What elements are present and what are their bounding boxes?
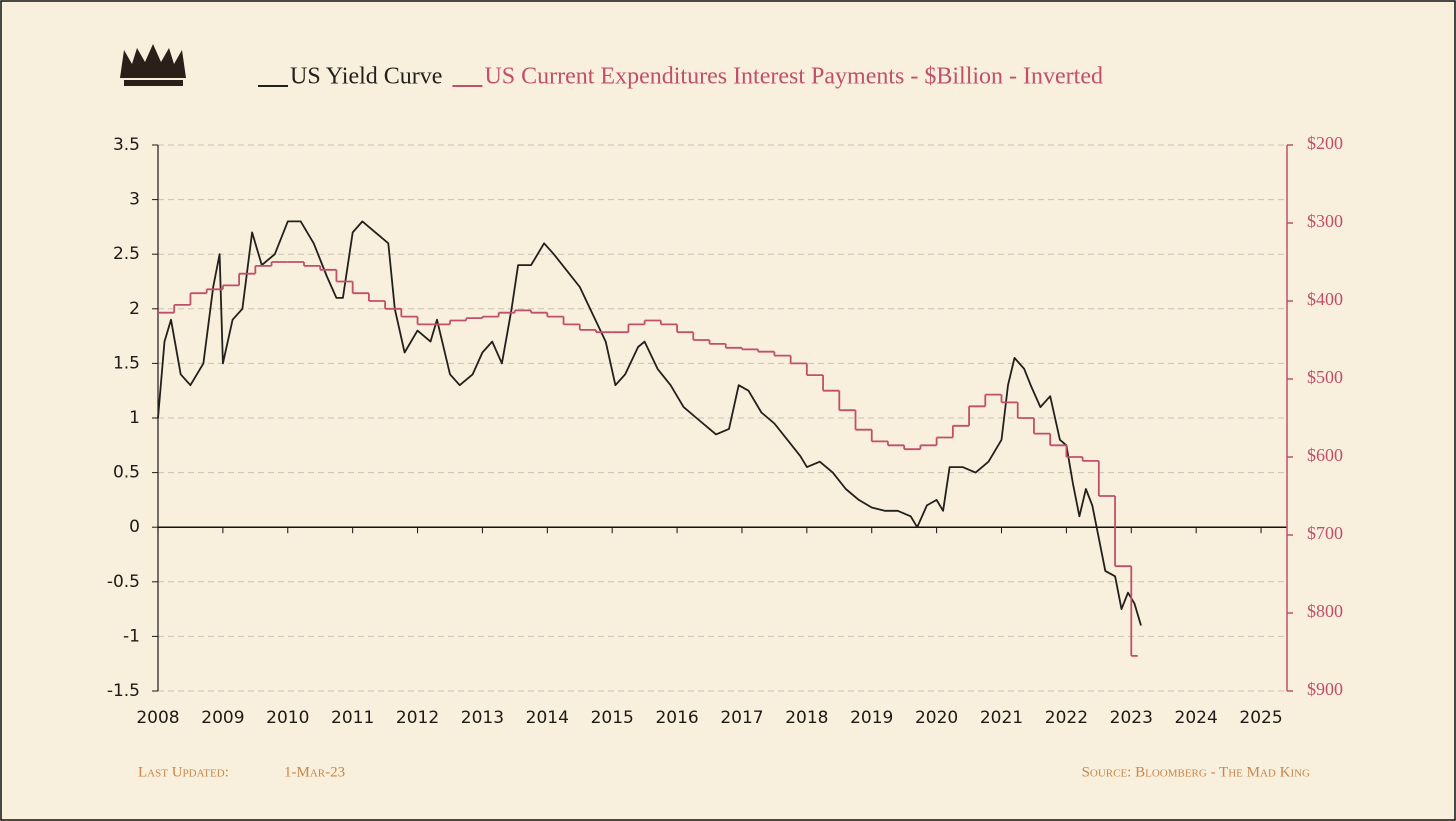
y2-tick-label: $300 [1307, 211, 1343, 231]
y-tick-label: 2 [129, 299, 140, 319]
footer-updated-label: Last Updated: [138, 764, 229, 780]
legend-label: US Current Expenditures Interest Payment… [484, 64, 1103, 90]
y-tick-label: 3 [129, 190, 140, 210]
x-tick-label: 2024 [1175, 708, 1218, 728]
x-tick-label: 2015 [591, 708, 634, 728]
x-tick-label: 2012 [396, 708, 439, 728]
x-tick-label: 2018 [785, 708, 828, 728]
y-tick-label: 1 [129, 408, 140, 428]
y2-tick-label: $500 [1307, 367, 1343, 387]
line-series [157, 220, 1142, 626]
y-tick-label: -1.5 [107, 681, 140, 701]
footer-source: Source: Bloomberg - The Mad King [1082, 764, 1310, 780]
x-tick-label: 2011 [331, 708, 374, 728]
x-tick-label: 2008 [136, 708, 179, 728]
y2-tick-label: $400 [1307, 289, 1343, 309]
x-tick-label: 2014 [526, 708, 569, 728]
x-tick-label: 2021 [980, 708, 1023, 728]
y2-tick-label: $200 [1307, 133, 1343, 153]
y-tick-label: 3.5 [113, 135, 140, 155]
x-tick-label: 2016 [655, 708, 698, 728]
footer-updated: 1-Mar-23 [284, 764, 345, 780]
x-tick-label: 2023 [1110, 708, 1153, 728]
y-tick-label: 2.5 [113, 244, 140, 264]
y-tick-label: 0.5 [113, 463, 140, 483]
x-tick-label: 2019 [850, 708, 893, 728]
y2-tick-label: $800 [1307, 601, 1343, 621]
x-tick-label: 2010 [266, 708, 309, 728]
legend-label: US Yield Curve [290, 64, 442, 90]
x-tick-label: 2020 [915, 708, 958, 728]
y-tick-label: 0 [129, 517, 140, 537]
legend: US Yield Curve US Current Expenditures In… [258, 64, 1103, 90]
crown-logo [120, 44, 186, 86]
x-tick-label: 2017 [720, 708, 763, 728]
y2-tick-label: $700 [1307, 523, 1343, 543]
x-tick-label: 2025 [1239, 708, 1282, 728]
x-tick-label: 2013 [461, 708, 504, 728]
y2-tick-label: $600 [1307, 445, 1343, 465]
x-tick-label: 2022 [1045, 708, 1088, 728]
y-tick-label: -0.5 [107, 572, 140, 592]
x-tick-label: 2009 [201, 708, 244, 728]
y-tick-label: -1 [123, 626, 140, 646]
y2-tick-label: $900 [1307, 679, 1343, 699]
y-tick-label: 1.5 [113, 353, 140, 373]
